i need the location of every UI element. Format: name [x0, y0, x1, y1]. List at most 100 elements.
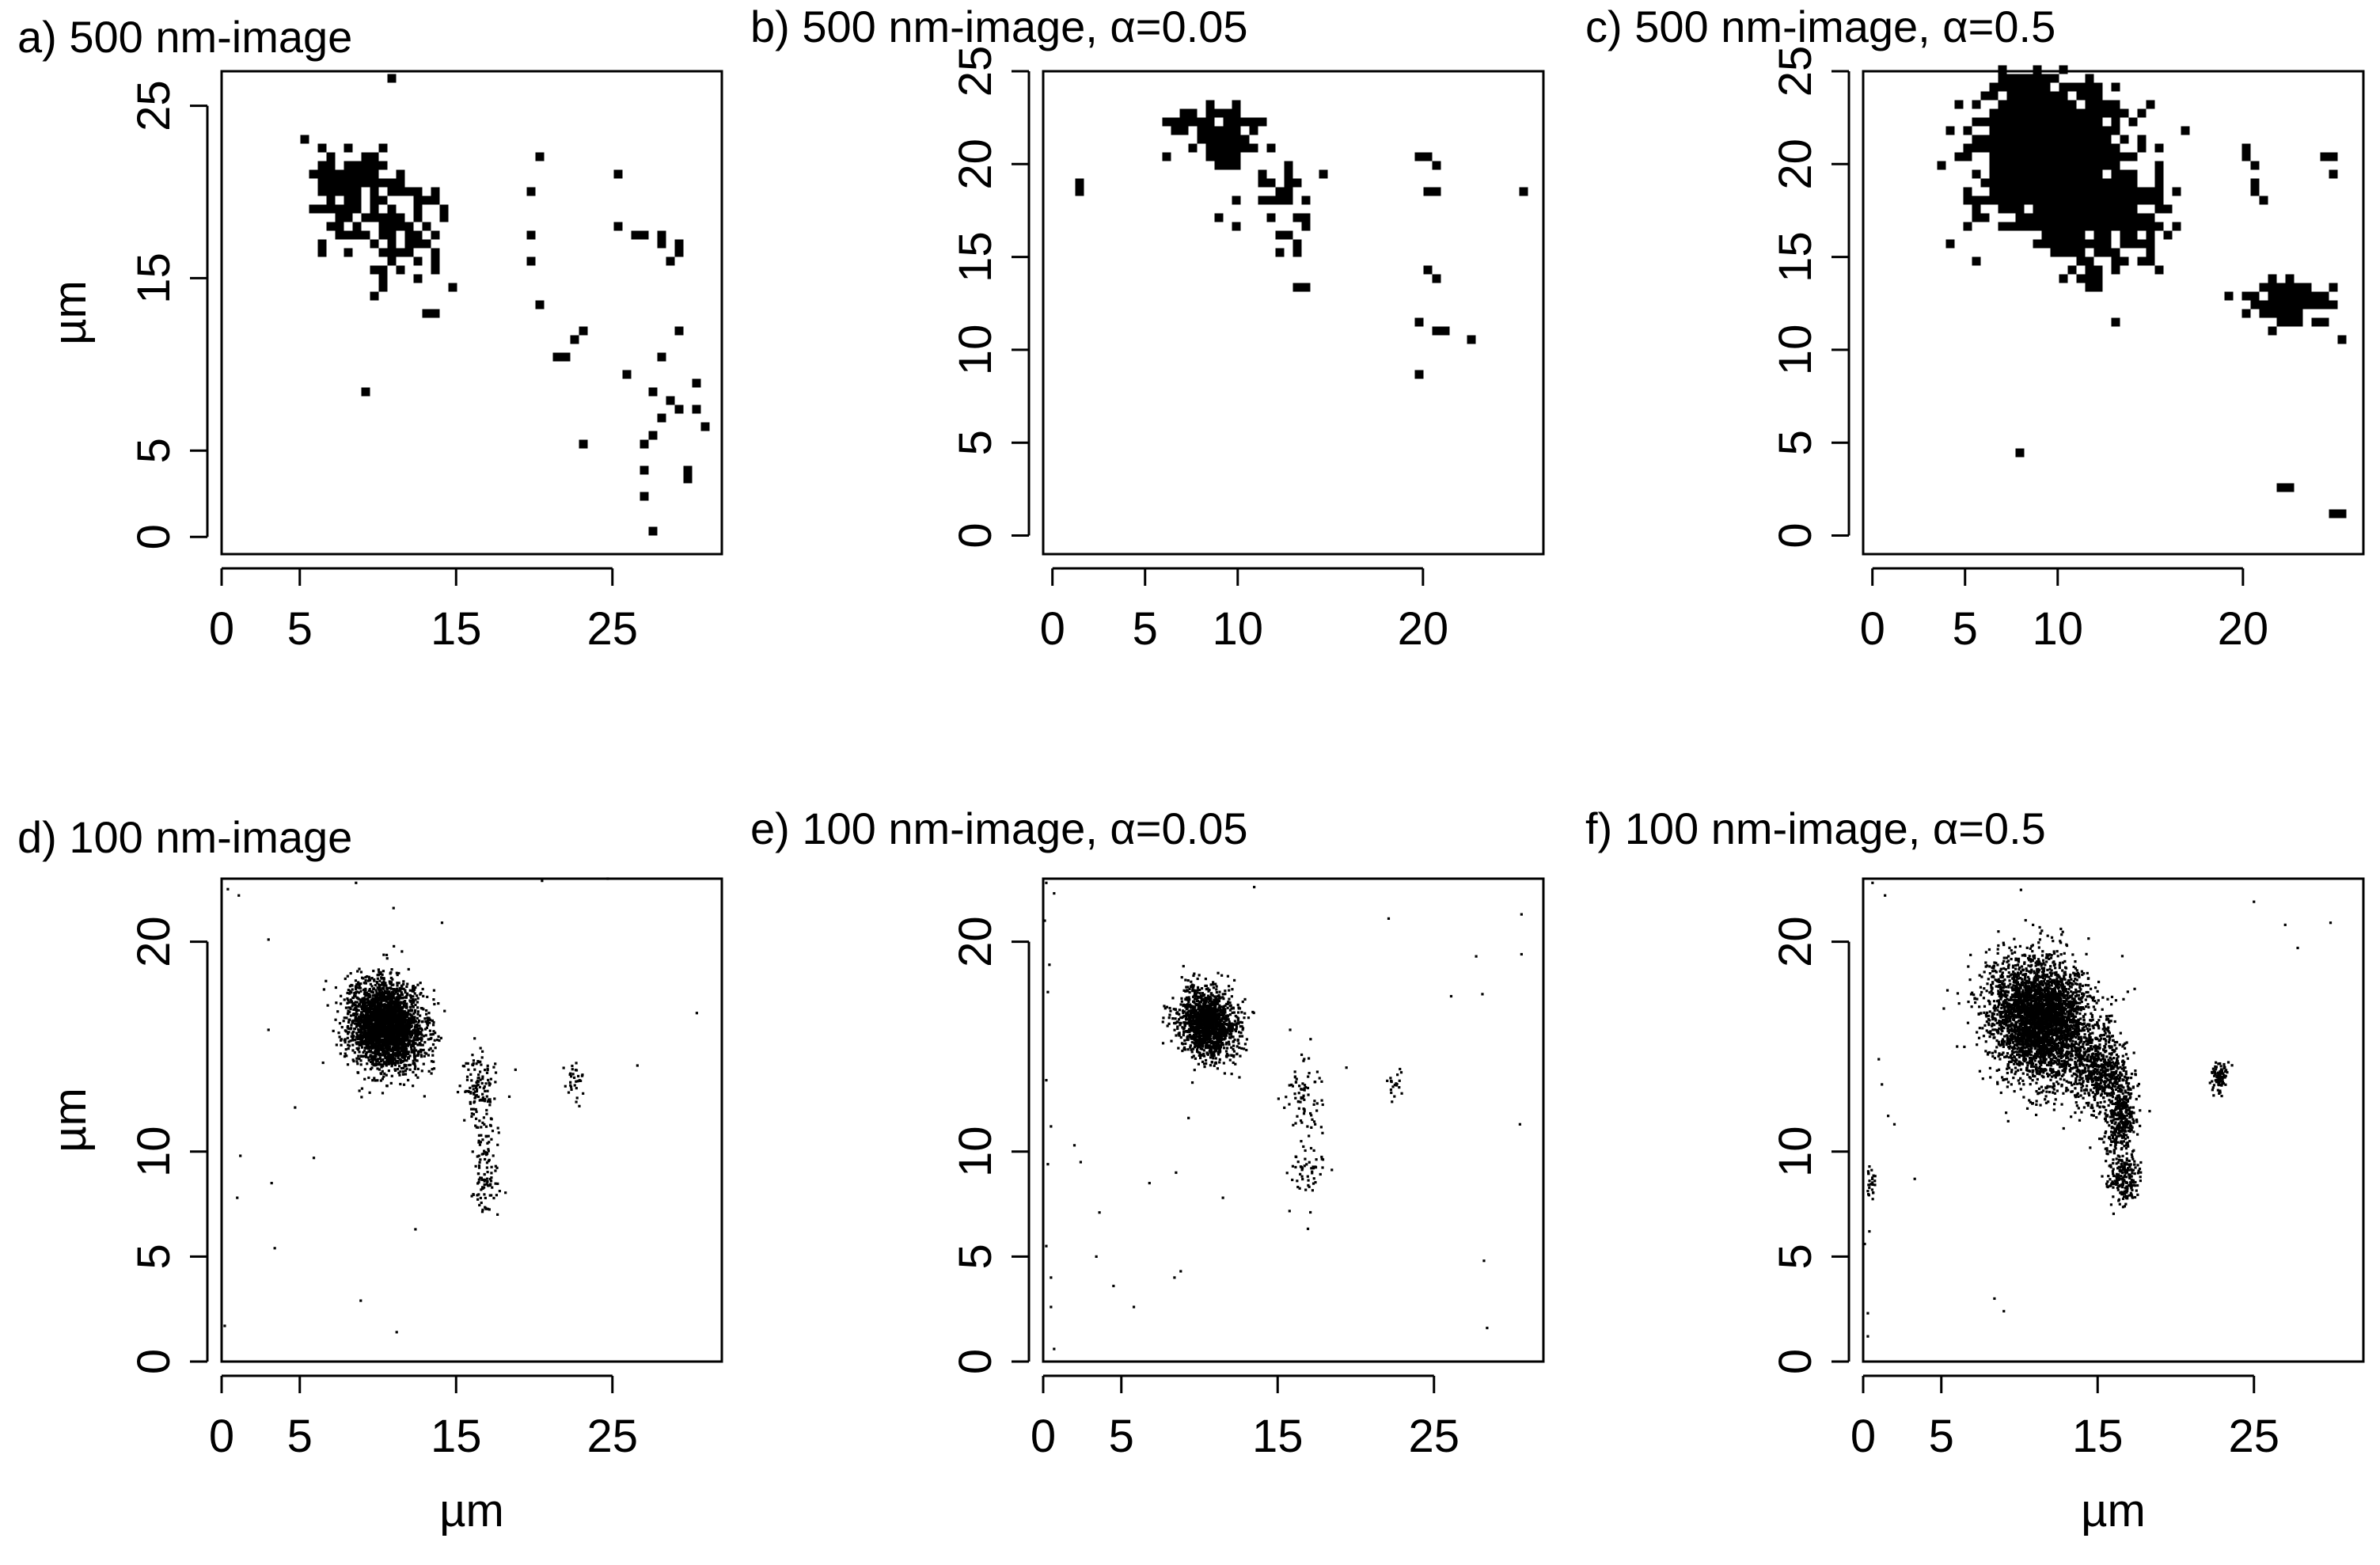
- data-point-d-2811: [485, 1108, 488, 1112]
- data-point-d-1145: [345, 1054, 348, 1058]
- data-point-d-2404: [407, 967, 410, 971]
- data-point-d-566: [437, 1001, 440, 1005]
- data-point-c-980: [2041, 239, 2051, 249]
- data-point-d-330: [427, 1038, 430, 1041]
- data-point-d-786: [399, 1070, 402, 1073]
- data-point-d-2531: [378, 1028, 381, 1031]
- data-point-d-1764: [383, 990, 386, 993]
- data-point-a-97: [326, 169, 336, 179]
- data-point-d-2643: [388, 1046, 391, 1050]
- data-point-c-750: [2033, 108, 2042, 118]
- data-point-a-3: [317, 161, 327, 170]
- data-point-c-5: [2076, 117, 2086, 127]
- data-point-d-2711: [396, 1001, 399, 1005]
- data-point-d-1785: [371, 1023, 374, 1026]
- data-point-d-2347: [367, 1038, 371, 1041]
- data-point-d-599: [377, 968, 381, 971]
- data-point-a-147: [352, 204, 362, 214]
- data-point-d-1891: [406, 1035, 409, 1039]
- data-point-d-2626: [391, 1005, 394, 1009]
- data-point-b-3: [1205, 117, 1215, 127]
- data-point-d-207: [430, 1033, 433, 1036]
- data-point-d-2709: [382, 1029, 385, 1033]
- data-point-d-2022: [370, 1024, 374, 1028]
- data-point-d-2689: [361, 997, 364, 1001]
- data-point-d-1711: [358, 1002, 362, 1006]
- data-point-d-1515: [372, 969, 375, 973]
- data-point-b-103: [1266, 196, 1276, 205]
- data-point-d-2796: [410, 1021, 413, 1024]
- data-point-b-52: [1240, 143, 1250, 153]
- data-point-d-2830: [473, 1037, 476, 1040]
- data-point-d-2824: [494, 1081, 497, 1084]
- data-point-d-3052: [572, 1076, 576, 1080]
- data-point-c-969: [2120, 256, 2129, 266]
- data-point-d-1433: [363, 993, 366, 996]
- plot-frame-e: [1042, 877, 1545, 1363]
- data-point-d-2655: [378, 1016, 381, 1020]
- data-point-c-843: [2085, 161, 2094, 170]
- data-point-d-1814: [373, 978, 376, 982]
- data-point-d-2919: [480, 1153, 484, 1156]
- data-point-d-2838: [481, 1097, 484, 1100]
- data-point-d-2168: [404, 1046, 408, 1049]
- y-tick-label-b-5: 25: [950, 46, 1001, 97]
- data-point-a-100: [370, 161, 379, 170]
- data-point-d-2961: [483, 1122, 486, 1126]
- data-point-d-2648: [391, 1036, 395, 1039]
- data-point-a-92: [326, 178, 336, 188]
- data-point-d-463: [377, 983, 380, 986]
- data-point-d-2971: [484, 1196, 487, 1200]
- data-point-d-1762: [375, 980, 378, 984]
- y-tick-label-b-1: 5: [950, 430, 1001, 455]
- data-point-e-69: [1192, 986, 1195, 989]
- data-point-b-128: [1423, 187, 1433, 196]
- data-point-d-2518: [416, 1059, 419, 1062]
- data-point-d-1533: [386, 1054, 389, 1058]
- data-point-c-688: [2067, 82, 2077, 92]
- data-point-d-1599: [404, 1017, 407, 1021]
- data-point-c-243: [2041, 74, 2051, 83]
- data-point-a-159: [413, 274, 423, 283]
- data-point-d-1181: [358, 1057, 361, 1061]
- data-point-d-381: [351, 1049, 355, 1052]
- data-point-c-654: [1989, 82, 1999, 92]
- data-point-d-1707: [378, 1068, 381, 1071]
- data-point-d-2432: [407, 1050, 410, 1054]
- data-point-c-1127: [2076, 248, 2086, 257]
- data-point-d-2701: [426, 1021, 429, 1024]
- data-point-a-218: [613, 169, 623, 179]
- data-point-d-1867: [362, 1022, 365, 1025]
- data-point-d-2452: [371, 1079, 374, 1082]
- data-point-c-505: [2059, 91, 2068, 101]
- data-point-d-1527: [346, 1036, 349, 1039]
- data-point-d-1120: [404, 999, 407, 1003]
- y-tick-label-a-1: 5: [128, 438, 180, 463]
- data-point-d-2029: [401, 1025, 404, 1028]
- data-point-c-880: [2041, 135, 2051, 144]
- data-point-b-25: [1188, 108, 1198, 118]
- data-point-d-1474: [371, 1005, 375, 1008]
- data-point-d-3017: [481, 1186, 484, 1189]
- data-point-c-530: [2015, 74, 2025, 83]
- data-point-c-866: [2033, 161, 2042, 170]
- data-point-d-2815: [479, 1078, 482, 1081]
- data-point-d-2900: [485, 1071, 489, 1074]
- data-point-c-618: [2093, 82, 2103, 92]
- data-point-c-938: [2172, 222, 2181, 231]
- data-point-d-3059: [569, 1085, 573, 1088]
- data-point-d-1244: [385, 995, 389, 998]
- data-point-c-1152: [2111, 248, 2120, 257]
- data-point-a-222: [640, 465, 649, 475]
- data-point-c-1155: [2128, 178, 2138, 188]
- data-point-d-3068: [273, 1247, 276, 1250]
- data-point-d-1906: [412, 995, 415, 998]
- data-point-d-2595: [419, 1039, 423, 1043]
- data-point-c-480: [1963, 187, 1972, 196]
- data-point-d-2515: [394, 1015, 397, 1018]
- data-point-a-153: [431, 196, 440, 205]
- data-point-d-1939: [364, 1005, 367, 1009]
- data-point-d-2568: [419, 1048, 423, 1051]
- data-point-d-2741: [344, 1029, 347, 1032]
- data-point-d-2478: [380, 1028, 383, 1031]
